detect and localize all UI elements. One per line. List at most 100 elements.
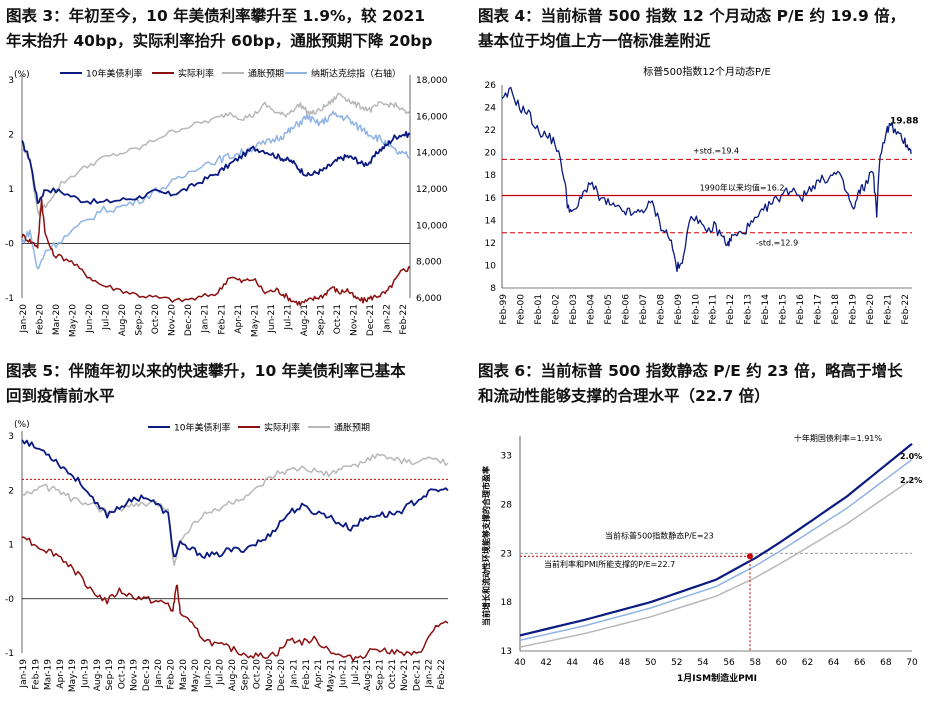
- x-tick: Feb-03: [569, 294, 579, 325]
- x-tick: Sep-19: [105, 659, 115, 691]
- chart-5-title-line2: 回到疫情前水平: [6, 387, 115, 405]
- x-tick: Feb-07: [639, 294, 649, 325]
- series-line-3: [21, 92, 411, 216]
- legend-item: 10年美债利率: [174, 422, 230, 434]
- x-tick: Feb-09: [674, 294, 684, 325]
- legend-item: 纳斯达克综指（右轴）: [311, 68, 401, 80]
- curve-label-22: 2.2%: [900, 476, 922, 485]
- x-tick: Jun-19: [80, 659, 90, 689]
- x-tick: Aug-20: [228, 659, 238, 692]
- mean-label: 1990年以来均值=16.2: [700, 183, 785, 193]
- x-tick: 64: [828, 658, 840, 668]
- legend-item: 实际利率: [264, 422, 300, 434]
- x-tick: 54: [697, 658, 709, 668]
- x-tick: May-21: [326, 659, 336, 692]
- legend-item: 实际利率: [178, 68, 214, 80]
- x-tick: Feb-22: [437, 659, 447, 690]
- x-tick: Jan-20: [154, 659, 164, 689]
- y-tick: 33: [501, 452, 512, 462]
- chart-4-svg: 标普500指数12个月动态P/E 8 10 12 14 16 18 20 22 24 26 Feb-9…: [485, 65, 919, 325]
- pe-line: [501, 86, 912, 273]
- x-tick: Jul-21: [283, 304, 293, 331]
- x-tick: Nov-21: [349, 304, 359, 336]
- x-tick: 66: [854, 658, 866, 668]
- x-tick: Feb-06: [621, 294, 631, 325]
- x-tick: 42: [540, 658, 551, 668]
- upper-std-label: +std.=19.4: [693, 146, 739, 155]
- series-line-2: [21, 536, 449, 662]
- x-tick: Feb-18: [831, 294, 841, 325]
- chart-6-title-line1: 图表 6：当前标普 500 指数静态 P/E 约 23 倍，略高于增长: [478, 362, 903, 380]
- chart-6-title-line2: 和流动性能够支撑的合理水平（22.7 倍）: [478, 387, 770, 405]
- series-line-2: [21, 198, 411, 306]
- x-tick: Feb-21: [217, 304, 227, 335]
- current-pe-label: 当前标普500指数静态P/E=23: [605, 530, 714, 540]
- x-tick: Jul-20: [216, 659, 226, 686]
- x-tick: May-19: [68, 659, 78, 692]
- y-tick-right: 8,000: [416, 258, 442, 268]
- panel-chart-4: 图表 4：当前标普 500 指数 12 个月动态 P/E 约 19.9 倍， 基…: [472, 0, 943, 340]
- x-tick: Dec-20: [184, 304, 194, 336]
- x-tick: Oct-21: [333, 304, 343, 334]
- x-tick: Feb-00: [516, 294, 526, 325]
- x-tick: Feb-22: [399, 304, 409, 335]
- chart-4-title-line1: 图表 4：当前标普 500 指数 12 个月动态 P/E 约 19.9 倍，: [478, 7, 906, 25]
- x-tick: Feb-22: [901, 294, 911, 325]
- x-tick: Jan-19: [19, 659, 29, 689]
- x-tick: Oct-21: [388, 659, 398, 689]
- x-tick: Jan-22: [425, 659, 435, 689]
- curve-3: [519, 478, 913, 648]
- chart-5-svg: (%) -1 -0 1 2 3 Jan-19 Feb-19 Mar-19 Apr-19 May-19…: [5, 420, 449, 692]
- x-tick: Jun-20: [203, 659, 213, 689]
- y-tick-left: 2: [8, 131, 14, 141]
- x-tick: 68: [880, 658, 892, 668]
- chart-6-svg: 13 18 23 28 33 40 42 44 46 48 50 52 54 56 58 60 62 64 66 68…: [481, 433, 922, 684]
- y-tick: 14: [485, 216, 497, 226]
- x-tick: May-20: [69, 304, 79, 337]
- x-tick: 62: [802, 658, 813, 668]
- y-axis-label: 当前增长和流动性环境能够支撑的合理市盈率: [481, 466, 491, 626]
- x-tick: Apr-21: [234, 304, 244, 334]
- x-tick: Jan-21: [201, 304, 211, 334]
- x-tick: Feb-16: [796, 294, 806, 325]
- x-tick: Aug-21: [300, 304, 310, 336]
- legend-item: 通胀预期: [334, 423, 370, 434]
- chart-3-svg: (%) -1 -0 1 2 3 6,000 8,000 10,000 12,000 14,000 16…: [5, 68, 448, 338]
- curve-1: [519, 442, 913, 637]
- x-tick: Sep-21: [376, 659, 386, 691]
- x-tick: Feb-20: [866, 294, 876, 325]
- x-tick: Feb-01: [534, 294, 544, 325]
- x-tick: Feb-19: [849, 294, 859, 325]
- legend-item: 通胀预期: [248, 69, 284, 80]
- y-tick-right: 14,000: [416, 149, 448, 159]
- x-tick: Feb-02: [551, 294, 561, 325]
- x-tick: Jun-20: [85, 304, 95, 334]
- chart-5-title-line1: 图表 5：伴随年初以来的快速攀升，10 年美债利率已基本: [6, 362, 406, 380]
- x-tick: Feb-04: [586, 294, 596, 325]
- chart-4-inner-title: 标普500指数12个月动态P/E: [643, 65, 771, 78]
- series-line-1: [21, 439, 449, 559]
- x-tick: Feb-14: [761, 294, 771, 325]
- y-tick: -1: [5, 649, 14, 659]
- y-tick: 22: [485, 126, 496, 136]
- x-tick: Jun-21: [339, 659, 349, 689]
- x-tick: 48: [619, 658, 631, 668]
- y-tick: 18: [485, 171, 497, 181]
- y-tick: 26: [485, 81, 497, 91]
- y-tick-right: 18,000: [416, 76, 448, 86]
- x-tick: Oct-19: [117, 659, 127, 690]
- x-tick: Jan-22: [382, 304, 392, 334]
- y-tick-right: 6,000: [416, 294, 442, 304]
- last-value-label: 19.88: [890, 117, 918, 127]
- x-tick: Jan-21: [289, 659, 299, 689]
- x-tick: Oct-20: [253, 659, 263, 690]
- x-tick: Jul-21: [351, 659, 361, 686]
- x-tick: Apr-21: [314, 659, 324, 689]
- lower-std-label: -std.=12.9: [756, 239, 798, 248]
- y-tick: 16: [485, 194, 497, 204]
- curve-label-191: 十年期国债利率=1.91%: [794, 433, 883, 443]
- y-tick: 3: [8, 432, 14, 442]
- x-tick: Mar-19: [44, 659, 54, 690]
- x-tick: Jun-21: [267, 304, 277, 334]
- curve-label-20: 2.0%: [900, 452, 922, 461]
